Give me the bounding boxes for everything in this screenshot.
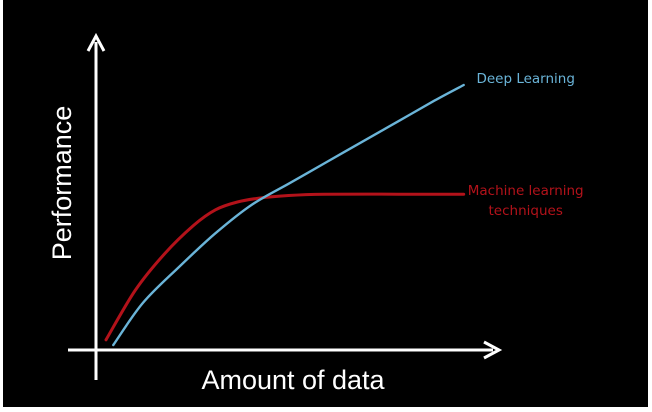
series-label-layer: Deep Learning Machine learning techniques [468,71,584,219]
series-label-line: Deep Learning [476,71,574,87]
deep-learning-label: Deep Learning [476,71,574,87]
x-axis-arrowhead [483,340,503,360]
y-axis-label: Performance [47,106,77,261]
machine-learning-line [104,192,466,342]
series-label-line: techniques [489,203,563,219]
series-label-line: Machine learning [468,183,584,199]
x-axis-label: Amount of data [201,365,385,395]
series-layer [104,83,466,347]
machine-learning-label: Machine learning techniques [468,183,584,219]
deep-learning-line [112,83,465,347]
performance-vs-data-chart: Amount of data Performance Deep Learning… [47,32,584,395]
chart-panel: Amount of data Performance Deep Learning… [3,0,648,407]
y-axis-arrowhead [86,32,106,52]
